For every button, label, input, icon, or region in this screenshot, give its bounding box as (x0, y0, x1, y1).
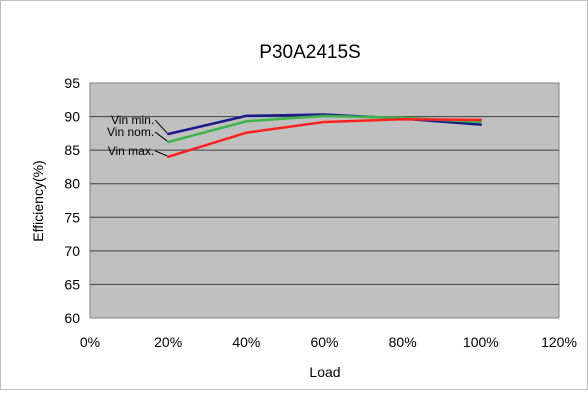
data-point (245, 114, 248, 118)
series-label: Vin nom. (107, 125, 154, 139)
x-tick-label: 120% (541, 334, 577, 350)
y-axis-label: Efficiency(%) (30, 160, 46, 241)
y-tick-label: 90 (64, 109, 80, 125)
y-tick-labels: 60 65 70 75 80 85 90 95 (64, 75, 80, 326)
y-tick-label: 70 (64, 243, 80, 259)
y-tick-label: 75 (64, 209, 80, 225)
data-point (166, 132, 170, 136)
y-tick-label: 60 (64, 310, 80, 326)
data-point (323, 120, 326, 124)
series-labels: Vin min.Vin nom. Vin max. (107, 113, 168, 158)
x-axis-label: Load (309, 364, 340, 380)
data-point (479, 120, 483, 124)
data-point (401, 118, 404, 121)
series-label: Vin min. (111, 113, 154, 127)
y-tick-label: 65 (64, 276, 80, 292)
x-tick-label: 100% (463, 334, 499, 350)
series-label: Vin max. (108, 144, 154, 158)
x-tick-label: 20% (154, 334, 182, 350)
x-tick-label: 80% (389, 334, 417, 350)
y-tick-label: 95 (64, 75, 80, 91)
x-tick-labels: 0% 20% 40% 60% 80% 100% 120% (80, 334, 577, 350)
data-point (245, 131, 248, 134)
y-tick-label: 85 (64, 142, 80, 158)
series-label-leader (154, 150, 168, 157)
data-point (323, 114, 326, 118)
data-point (479, 123, 483, 126)
data-point (479, 118, 483, 122)
chart-title: P30A2415S (259, 42, 360, 63)
series-label-leader (154, 119, 168, 134)
plot-area (89, 82, 560, 319)
data-point (166, 140, 170, 144)
x-tick-label: 40% (232, 334, 260, 350)
series-lines (166, 113, 483, 159)
data-point (166, 155, 170, 159)
x-tick-label: 0% (80, 334, 100, 350)
data-point (245, 120, 248, 123)
x-tick-label: 60% (310, 334, 338, 350)
y-tick-label: 80 (64, 176, 80, 192)
series-label-leader (154, 131, 168, 142)
